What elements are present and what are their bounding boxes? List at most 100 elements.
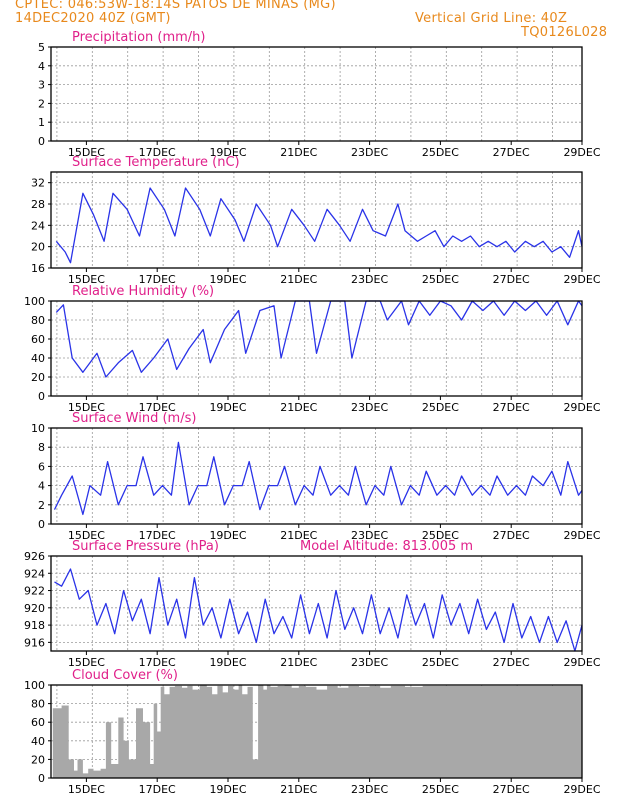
y-tick-label: 918 (24, 619, 45, 632)
y-tick-label: 0 (38, 135, 45, 148)
x-tick-label: 19DEC (209, 401, 246, 414)
y-tick-label: 20 (31, 241, 45, 254)
y-tick-label: 60 (31, 333, 45, 346)
x-tick-label: 15DEC (68, 529, 105, 542)
y-tick-label: 916 (24, 636, 45, 649)
x-tick-label: 23DEC (351, 529, 388, 542)
panel-title: Cloud Cover (%) (72, 668, 178, 683)
x-tick-label: 23DEC (351, 783, 388, 796)
x-tick-label: 25DEC (422, 273, 459, 286)
y-tick-label: 20 (31, 371, 45, 384)
x-tick-label: 29DEC (563, 656, 600, 669)
y-tick-label: 24 (31, 219, 45, 232)
x-tick-label: 27DEC (493, 401, 530, 414)
series-line (55, 187, 583, 264)
cloud-cover-area (52, 685, 583, 778)
panel-frame (50, 46, 583, 142)
x-tick-label: 23DEC (351, 146, 388, 159)
x-tick-label: 29DEC (563, 529, 600, 542)
x-tick-label: 17DEC (139, 146, 176, 159)
x-tick-label: 23DEC (351, 401, 388, 414)
x-tick-label: 15DEC (68, 273, 105, 286)
x-tick-label: 27DEC (493, 146, 530, 159)
x-tick-label: 17DEC (139, 401, 176, 414)
panel-title: Precipitation (mm/h) (72, 30, 205, 45)
y-tick-label: 100 (24, 679, 45, 692)
y-tick-label: 40 (31, 352, 45, 365)
y-tick-label: 920 (24, 602, 45, 615)
y-tick-label: 922 (24, 585, 45, 598)
x-tick-label: 21DEC (280, 273, 317, 286)
x-tick-label: 15DEC (68, 401, 105, 414)
x-tick-label: 21DEC (280, 529, 317, 542)
y-tick-label: 80 (31, 314, 45, 327)
y-tick-label: 924 (24, 567, 45, 580)
x-tick-label: 15DEC (68, 146, 105, 159)
x-tick-label: 23DEC (351, 273, 388, 286)
x-tick-label: 29DEC (563, 783, 600, 796)
x-tick-label: 25DEC (422, 529, 459, 542)
y-tick-label: 6 (38, 460, 45, 473)
header-line1: CPTEC: 046:53W-18:14S PATOS DE MINAS (MG… (15, 0, 336, 12)
y-tick-label: 32 (31, 177, 45, 190)
x-tick-label: 27DEC (493, 273, 530, 286)
panel-title: Relative Humidity (%) (72, 284, 214, 299)
panel-title: Surface Pressure (hPa) (72, 539, 219, 554)
x-tick-label: 15DEC (68, 783, 105, 796)
x-tick-label: 17DEC (139, 783, 176, 796)
x-tick-label: 29DEC (563, 146, 600, 159)
panel-frame (50, 171, 583, 269)
x-tick-label: 17DEC (139, 656, 176, 669)
y-tick-label: 4 (38, 60, 45, 73)
series-line (53, 441, 583, 516)
y-tick-label: 5 (38, 41, 45, 54)
y-tick-label: 4 (38, 480, 45, 493)
x-tick-label: 25DEC (422, 656, 459, 669)
y-tick-label: 80 (31, 698, 45, 711)
x-tick-label: 21DEC (280, 401, 317, 414)
y-tick-label: 16 (31, 262, 45, 275)
x-tick-label: 25DEC (422, 146, 459, 159)
header-model-id: TQ0126L028 (521, 25, 608, 40)
x-tick-label: 19DEC (209, 273, 246, 286)
panel-title: Surface Temperature (nC) (72, 155, 240, 170)
model-altitude-label: Model Altitude: 813.005 m (300, 539, 473, 554)
x-tick-label: 23DEC (351, 656, 388, 669)
x-tick-label: 21DEC (280, 656, 317, 669)
x-tick-label: 21DEC (280, 783, 317, 796)
x-tick-label: 17DEC (139, 273, 176, 286)
panel-frame (50, 300, 583, 397)
y-tick-label: 1 (38, 116, 45, 129)
y-tick-label: 2 (38, 499, 45, 512)
y-tick-label: 28 (31, 198, 45, 211)
y-tick-label: 60 (31, 716, 45, 729)
y-tick-label: 40 (31, 735, 45, 748)
y-tick-label: 8 (38, 441, 45, 454)
panel-frame (50, 427, 583, 525)
x-tick-label: 27DEC (493, 529, 530, 542)
x-tick-label: 19DEC (209, 529, 246, 542)
x-tick-label: 19DEC (209, 656, 246, 669)
y-tick-label: 0 (38, 772, 45, 785)
y-tick-label: 0 (38, 518, 45, 531)
y-tick-label: 100 (24, 295, 45, 308)
y-tick-label: 3 (38, 79, 45, 92)
x-tick-label: 27DEC (493, 656, 530, 669)
header-date: 14DEC2020 40Z (GMT) (15, 11, 171, 26)
x-tick-label: 29DEC (563, 401, 600, 414)
x-tick-label: 25DEC (422, 783, 459, 796)
y-tick-label: 2 (38, 97, 45, 110)
y-tick-label: 0 (38, 390, 45, 403)
y-tick-label: 20 (31, 753, 45, 766)
header-grid-line-note: Vertical Grid Line: 40Z (415, 11, 568, 26)
x-tick-label: 19DEC (209, 146, 246, 159)
x-tick-label: 25DEC (422, 401, 459, 414)
series-line (54, 568, 583, 652)
x-tick-label: 29DEC (563, 273, 600, 286)
x-tick-label: 17DEC (139, 529, 176, 542)
panel-frame (50, 555, 583, 652)
panel-frame (50, 684, 583, 779)
y-tick-label: 10 (31, 422, 45, 435)
x-tick-label: 19DEC (209, 783, 246, 796)
